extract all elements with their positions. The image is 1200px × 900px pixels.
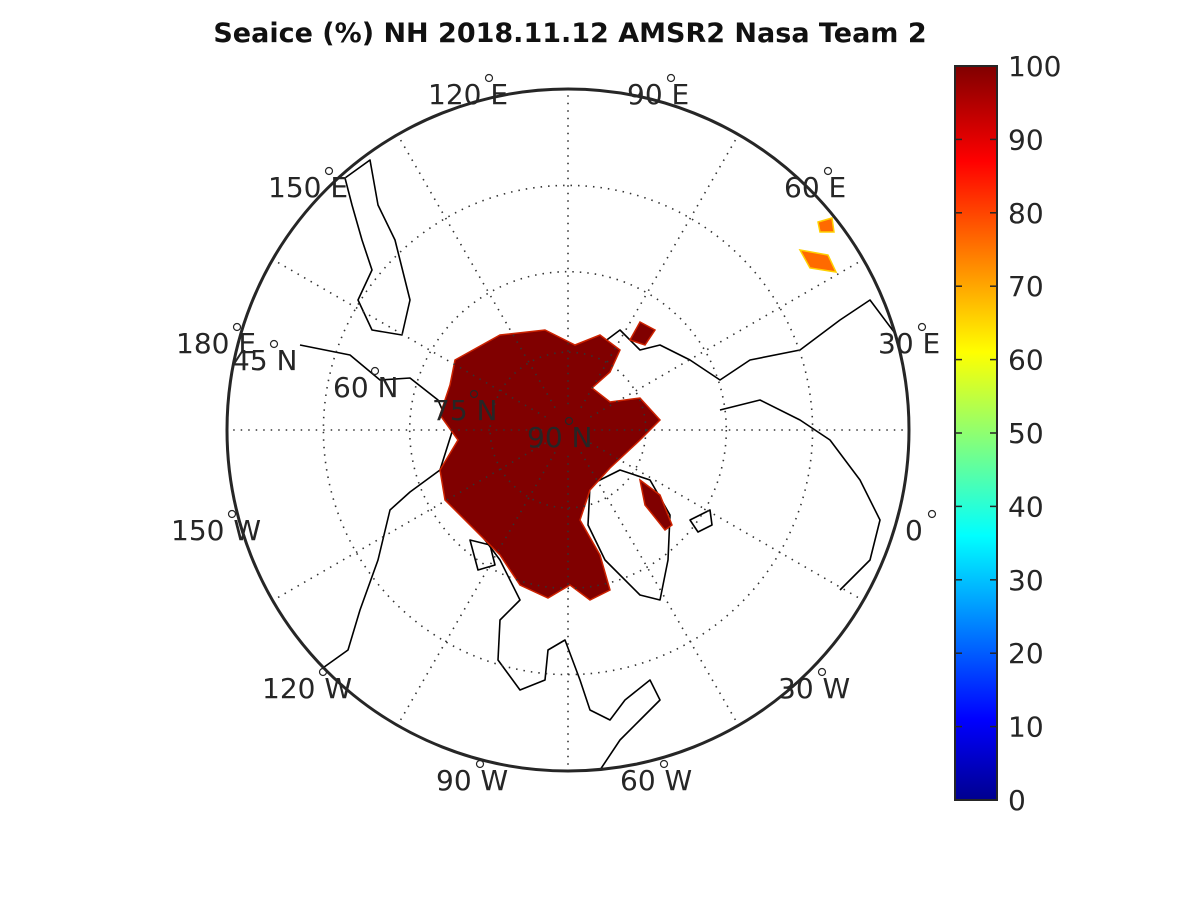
longitude-labels: 120 E 90 E 60 E 30 E 0 30 W 60 W 90 W 120 W 150 W… [171, 73, 940, 797]
latitude-label-p90: 90 N [527, 421, 592, 454]
colorbar-tick-label: 10 [1008, 711, 1044, 744]
colorbar-tick-label: 80 [1008, 197, 1044, 230]
degree-mark-icon [659, 759, 669, 769]
meridian-150 [272, 258, 547, 418]
meridian-30 [589, 258, 864, 418]
coastline-siberia [599, 299, 901, 381]
map-content [299, 159, 901, 771]
coastline-greenland [587, 469, 671, 601]
degree-mark-icon [817, 667, 827, 677]
colorbar-tick-label: 60 [1008, 344, 1044, 377]
longitude-label-m30e: 30 E [878, 327, 940, 360]
parallel-75 [489, 351, 647, 509]
colorbar-tick-label: 90 [1008, 123, 1044, 156]
sea-ice-east-greenland [638, 478, 673, 532]
map-title: Seaice (%) NH 2018.11.12 AMSR2 Nasa Team… [213, 18, 927, 49]
degree-mark-icon [370, 366, 380, 376]
colorbar-ticks: 0 10 20 30 40 50 60 70 80 90 100 [955, 50, 1061, 817]
meridian-60 [580, 134, 740, 409]
coastline-svalbard [689, 509, 713, 533]
longitude-label-m60w: 60 W [620, 764, 692, 797]
longitude-label-m150e: 150 E [268, 171, 348, 204]
longitude-label-m90e: 90 E [627, 78, 689, 111]
latitude-label-p75: 75 N [432, 394, 497, 427]
meridian-300 [580, 451, 740, 726]
meridian-210 [272, 442, 547, 602]
degree-mark-icon [917, 322, 927, 332]
meridian-330 [589, 442, 864, 602]
degree-mark-icon [227, 509, 237, 519]
longitude-label-m150w: 150 W [171, 514, 261, 547]
longitude-label-m180: 180 E [176, 327, 256, 360]
colorbar-tick-label: 70 [1008, 270, 1044, 303]
degree-mark-icon [475, 759, 485, 769]
map-frame [225, 87, 911, 773]
sea-ice-pack [439, 329, 662, 601]
parallel-60 [408, 270, 728, 590]
degree-mark-icon [823, 166, 833, 176]
degree-mark-icon [318, 667, 328, 677]
degree-mark-icon [927, 509, 937, 519]
longitude-label-m60e: 60 E [784, 171, 846, 204]
degree-mark-icon [564, 416, 574, 426]
degree-mark-icon [484, 73, 494, 83]
longitude-label-m30w: 30 W [778, 672, 850, 705]
latitude-label-p45: 45 N [232, 344, 297, 377]
longitude-label-m0: 0 [905, 514, 923, 547]
latitude-label-p60: 60 N [333, 371, 398, 404]
colorbar-tick-label: 50 [1008, 417, 1044, 450]
colorbar-tick-label: 40 [1008, 490, 1044, 523]
graticule [227, 89, 909, 771]
meridian-120 [396, 134, 556, 409]
meridian-240 [396, 451, 556, 726]
coastline-eurasia-east [344, 159, 411, 336]
colorbar-tick-label: 20 [1008, 637, 1044, 670]
colorbar-tick-label: 100 [1008, 50, 1061, 83]
longitude-label-m120w: 120 W [262, 672, 352, 705]
latitude-labels: 45 N 60 N 75 N 90 N [232, 339, 592, 454]
coastline-scandinavia [719, 399, 881, 591]
degree-mark-icon [324, 166, 334, 176]
degree-mark-icon [269, 339, 279, 349]
degree-mark-icon [666, 73, 676, 83]
colorbar-tick-label: 30 [1008, 564, 1044, 597]
longitude-label-m90w: 90 W [436, 764, 508, 797]
sea-ice-marginal-okhotsk [798, 217, 838, 273]
coastline-north-america [439, 469, 661, 771]
sea-ice-kara [628, 320, 657, 346]
colorbar-tick-label: 0 [1008, 784, 1026, 817]
degree-mark-icon [232, 322, 242, 332]
degree-mark-icon [469, 389, 479, 399]
longitude-label-m120e: 120 E [428, 78, 508, 111]
